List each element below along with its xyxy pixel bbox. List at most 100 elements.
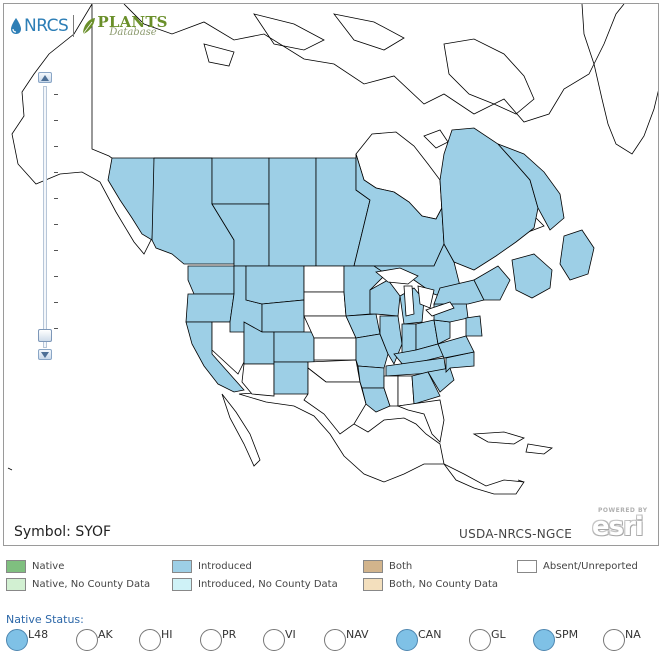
status-label: SPM xyxy=(555,628,579,641)
status-label: AK xyxy=(98,628,113,641)
lake-erie-ontario xyxy=(425,301,455,317)
legend-label: Both xyxy=(389,561,413,572)
status-radio[interactable] xyxy=(263,629,285,651)
plants-logo-text: PLANTS xyxy=(97,12,168,31)
region-montana xyxy=(245,265,305,305)
arctic-coastline xyxy=(123,4,625,123)
lake-michigan xyxy=(403,285,415,317)
zoom-tick xyxy=(54,172,58,173)
zoom-tick xyxy=(54,302,58,303)
region-south-carolina xyxy=(427,367,455,393)
greenland-outline xyxy=(581,4,658,155)
region-new-brunswick-nova-scotia xyxy=(511,253,553,299)
zoom-tick xyxy=(54,146,58,147)
legend-item-introduced-no-county: Introduced, No County Data xyxy=(172,578,338,591)
zoom-in-button[interactable] xyxy=(38,72,52,83)
legend-item-absent: Absent/Unreported xyxy=(517,560,638,573)
zoom-slider[interactable] xyxy=(38,72,58,362)
island-fragment xyxy=(7,467,525,483)
water-drop-icon xyxy=(11,18,21,34)
status-radio[interactable] xyxy=(6,629,28,651)
legend-swatch xyxy=(363,578,383,591)
region-texas xyxy=(303,367,367,435)
logo-divider xyxy=(73,15,75,37)
legend-label: Absent/Unreported xyxy=(543,561,638,572)
region-louisiana xyxy=(361,387,391,413)
arctic-islands-outline xyxy=(203,13,405,67)
status-radio[interactable] xyxy=(396,629,418,651)
esri-logo[interactable]: POWERED BY esri xyxy=(590,507,656,543)
zoom-thumb[interactable] xyxy=(38,329,52,343)
status-radio[interactable] xyxy=(76,629,98,651)
baffin-island-outline xyxy=(443,38,535,115)
region-kansas xyxy=(313,337,357,361)
status-radio[interactable] xyxy=(603,629,625,651)
status-radio[interactable] xyxy=(469,629,491,651)
region-oregon xyxy=(185,293,235,323)
map-viewport[interactable]: NRCS PLANTS Database Symbol: SYOF USDA-N xyxy=(3,3,659,546)
plants-database-logo[interactable]: NRCS PLANTS Database xyxy=(10,12,168,40)
legend-swatch xyxy=(172,578,192,591)
status-label: NAV xyxy=(346,628,369,641)
zoom-tick xyxy=(54,198,58,199)
lake-superior xyxy=(375,267,419,285)
region-new-york xyxy=(433,279,485,305)
region-new-mexico xyxy=(273,361,309,395)
nrcs-logo-text: NRCS xyxy=(24,16,69,36)
region-north-dakota xyxy=(303,265,345,293)
arrow-up-icon xyxy=(41,75,49,81)
legend-item-introduced: Introduced xyxy=(172,560,252,573)
arrow-down-icon xyxy=(41,352,49,358)
legend-swatch xyxy=(6,560,26,573)
region-illinois xyxy=(379,315,403,365)
legend-label: Native, No County Data xyxy=(32,579,151,590)
region-quebec xyxy=(439,127,539,271)
region-indiana xyxy=(401,323,417,355)
legend-item-both: Both xyxy=(363,560,412,573)
region-florida xyxy=(396,399,445,443)
status-label: VI xyxy=(285,628,296,641)
legend-swatch xyxy=(6,578,26,591)
legend: Native Native, No County Data Introduced… xyxy=(0,556,662,596)
region-alabama xyxy=(397,375,415,407)
legend-item-both-no-county: Both, No County Data xyxy=(363,578,498,591)
region-newfoundland xyxy=(559,229,595,281)
region-south-dakota xyxy=(303,291,347,317)
region-mid-atlantic xyxy=(465,315,483,337)
zoom-tick xyxy=(54,120,58,121)
region-yukon xyxy=(107,157,155,241)
zoom-tick xyxy=(54,94,58,95)
status-radio[interactable] xyxy=(200,629,222,651)
region-labrador xyxy=(497,143,565,231)
status-label: NA xyxy=(625,628,641,641)
symbol-label: Symbol: SYOF xyxy=(14,524,112,540)
legend-swatch xyxy=(517,560,537,573)
status-label: CAN xyxy=(418,628,442,641)
status-radio[interactable] xyxy=(139,629,161,651)
status-label: GL xyxy=(491,628,506,641)
leaf-icon xyxy=(83,18,96,35)
distribution-map[interactable] xyxy=(4,4,659,546)
esri-wordmark: esri xyxy=(592,512,644,542)
region-washington xyxy=(187,265,235,295)
status-label: PR xyxy=(222,628,237,641)
status-label: HI xyxy=(161,628,173,641)
region-virginia xyxy=(437,335,475,359)
status-radio[interactable] xyxy=(533,629,555,651)
region-arkansas xyxy=(357,365,385,389)
region-saskatchewan xyxy=(268,157,317,267)
zoom-tick xyxy=(54,276,58,277)
zoom-track[interactable] xyxy=(43,86,47,348)
lake-huron xyxy=(417,285,435,309)
legend-label: Both, No County Data xyxy=(389,579,499,590)
native-status-label: Native Status: xyxy=(6,613,84,626)
status-radio[interactable] xyxy=(324,629,346,651)
status-label: L48 xyxy=(28,628,49,641)
esri-powered-by-text: POWERED BY xyxy=(598,507,648,514)
zoom-tick xyxy=(54,328,58,329)
zoom-tick xyxy=(54,224,58,225)
legend-swatch xyxy=(172,560,192,573)
map-credit: USDA-NRCS-NGCE xyxy=(459,527,573,541)
legend-label: Introduced, No County Data xyxy=(198,579,338,590)
zoom-out-button[interactable] xyxy=(38,349,52,360)
